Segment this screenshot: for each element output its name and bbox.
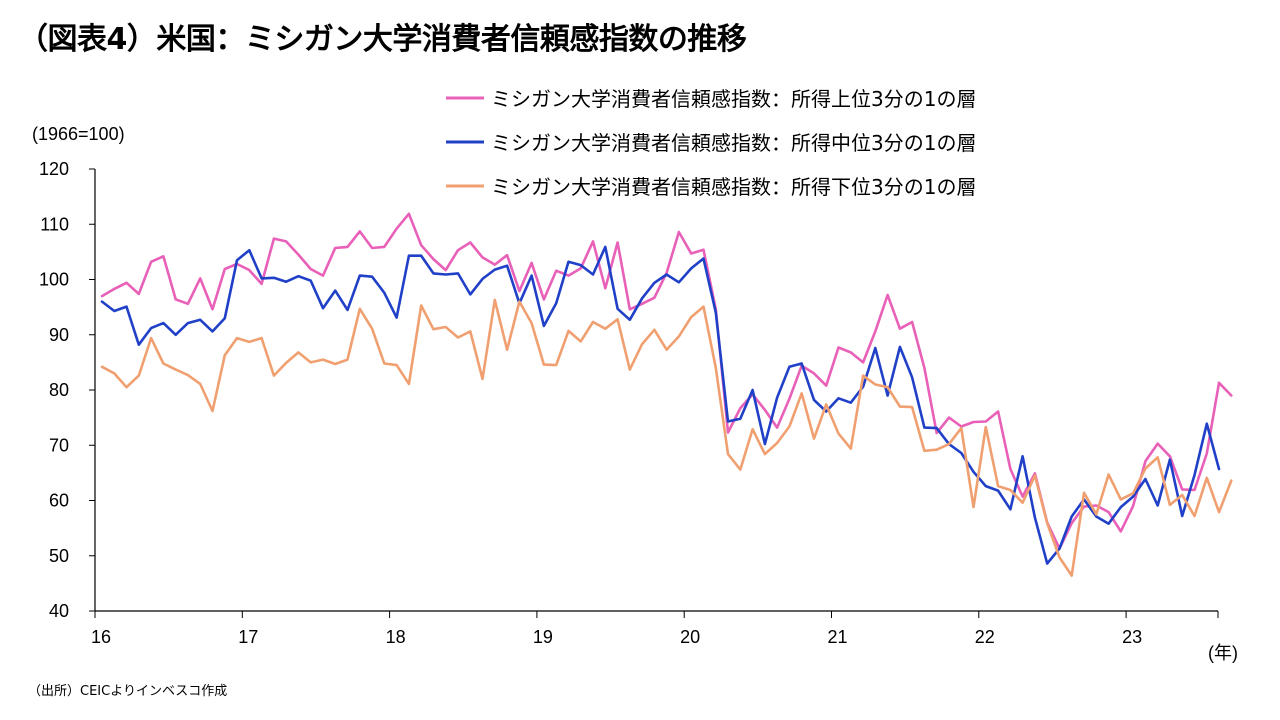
- y-tick-label: 110: [40, 214, 69, 234]
- x-tick-label: 16: [91, 627, 111, 647]
- chart-lines: [100, 212, 1233, 577]
- x-tick-label: 21: [827, 627, 847, 647]
- legend-label-3: ミシガン大学消費者信頼感指数：所得下位3分の1の層: [491, 175, 976, 199]
- source-note: （出所）CEICよりインベスコ作成: [28, 684, 228, 699]
- y-tick-label: 90: [49, 325, 69, 345]
- y-tick-label: 60: [49, 491, 69, 511]
- x-tick-label: 22: [975, 627, 995, 647]
- y-tick-label: 50: [49, 546, 69, 566]
- chart-legend: ミシガン大学消費者信頼感指数：所得上位3分の1の層ミシガン大学消費者信頼感指数：…: [446, 87, 976, 199]
- x-tick-label: 23: [1122, 627, 1142, 647]
- x-tick-label: 20: [680, 627, 700, 647]
- chart-title: （図表4）米国：ミシガン大学消費者信頼感指数の推移: [18, 22, 747, 57]
- series-line-3: [100, 298, 1233, 577]
- series-line-1: [100, 212, 1233, 550]
- legend-label-2: ミシガン大学消費者信頼感指数：所得中位3分の1の層: [491, 131, 976, 155]
- chart-axes: 40 50 60 70 80 90 100 110 120 16 17 18 19 20 21 22 23 (19…: [32, 124, 1238, 663]
- y-tick-label: 80: [49, 380, 69, 400]
- y-tick-label: 40: [49, 601, 69, 621]
- series-line-2: [100, 245, 1221, 565]
- y-unit-label: (1966=100): [32, 124, 125, 144]
- y-tick-label: 70: [49, 435, 69, 455]
- x-tick-label: 18: [386, 627, 406, 647]
- y-tick-label: 100: [39, 270, 69, 290]
- x-tick-label: 19: [533, 627, 553, 647]
- x-unit-label: (年): [1208, 643, 1238, 663]
- legend-label-1: ミシガン大学消費者信頼感指数：所得上位3分の1の層: [491, 87, 976, 111]
- y-tick-label: 120: [39, 159, 69, 179]
- x-tick-label: 17: [238, 627, 258, 647]
